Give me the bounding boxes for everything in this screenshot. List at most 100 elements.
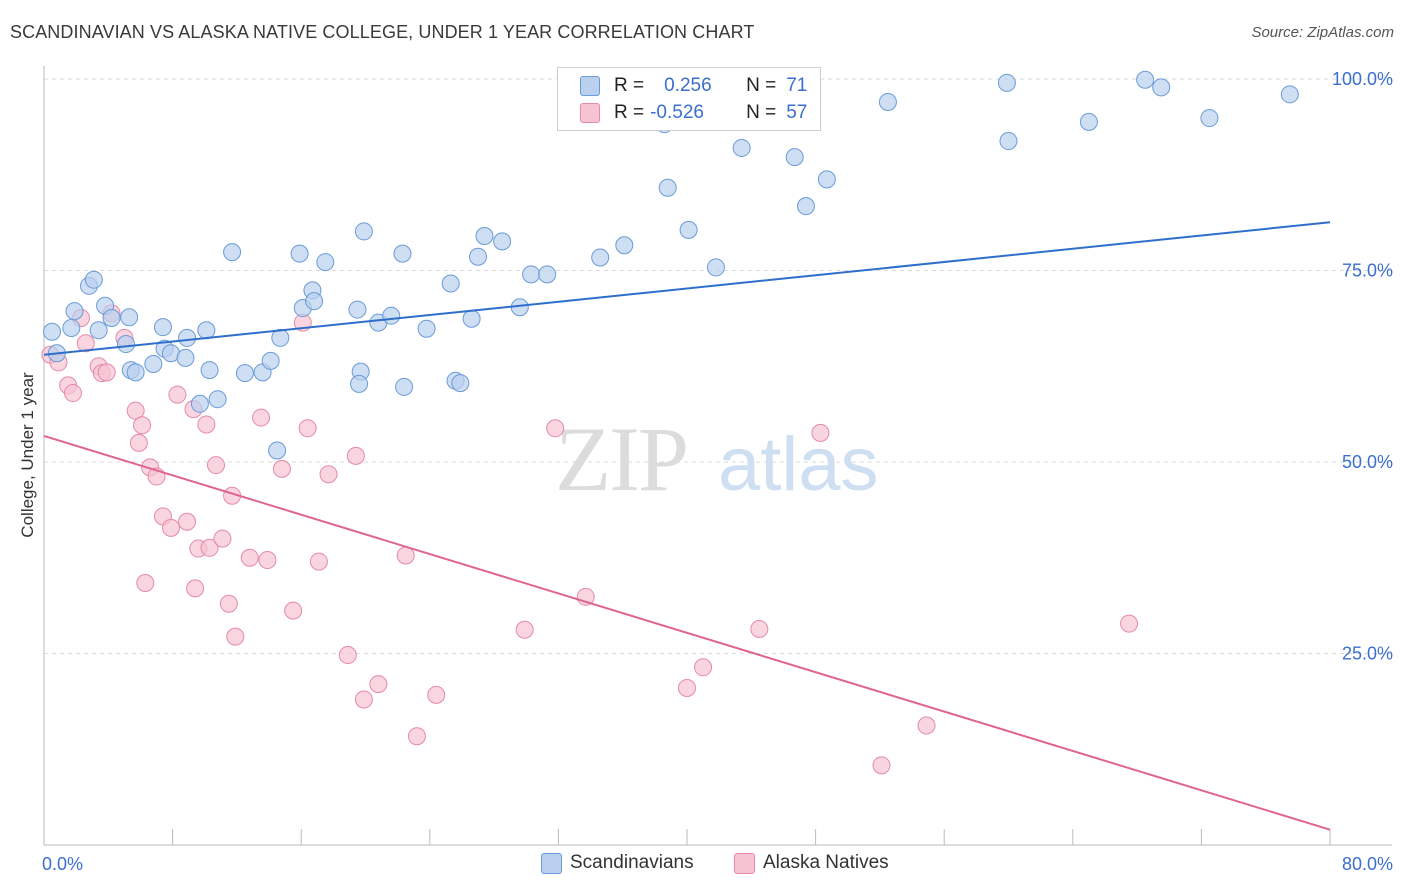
tick-labels: 25.0% 50.0% 75.0% 100.0% 0.0% 80.0% [42, 69, 1393, 874]
y-tick-label: 100.0% [1332, 69, 1393, 89]
data-point [126, 363, 145, 382]
data-point [176, 348, 195, 367]
data-point [817, 170, 836, 189]
data-point [178, 328, 197, 347]
data-point [89, 321, 108, 340]
data-point [65, 302, 84, 321]
legend-r-label: R = [614, 102, 645, 123]
trend-line [43, 434, 1331, 831]
data-point [546, 419, 565, 438]
data-point [272, 459, 291, 478]
data-point [219, 594, 238, 613]
data-point [678, 678, 696, 697]
x-tick-label: 0.0% [42, 854, 83, 874]
data-point [522, 265, 541, 284]
data-point [223, 243, 242, 262]
data-point [197, 321, 216, 340]
zipatlas-watermark: ZIP atlas [555, 408, 879, 510]
axes [43, 66, 1392, 846]
watermark-atlas: atlas [718, 422, 879, 507]
legend-label-scandinavians: Scandinavians [570, 852, 694, 873]
y-tick-label: 25.0% [1342, 644, 1393, 664]
data-point [116, 335, 135, 354]
data-point [1079, 112, 1098, 131]
legend-r-value: -0.526 [650, 102, 704, 123]
data-point [133, 416, 152, 435]
legend-swatch-blue [541, 852, 562, 874]
data-point [382, 306, 401, 325]
data-point [120, 308, 139, 327]
data-point [136, 574, 155, 593]
alaska-natives-points [41, 304, 1139, 775]
data-point [144, 354, 163, 373]
data-point [354, 690, 373, 709]
data-point [305, 292, 324, 311]
y-tick-label: 75.0% [1342, 261, 1393, 281]
data-point [226, 627, 245, 646]
data-point [252, 408, 271, 427]
data-point [451, 374, 470, 393]
data-point [290, 244, 309, 263]
legend-r-value: 0.256 [664, 75, 712, 96]
data-point [427, 685, 446, 704]
data-point [190, 394, 209, 413]
data-point [785, 148, 804, 167]
data-point [316, 253, 335, 272]
data-point [235, 364, 254, 383]
chart-title: SCANDINAVIAN VS ALASKA NATIVE COLLEGE, U… [10, 22, 755, 42]
data-point [493, 232, 512, 251]
data-point [207, 456, 226, 475]
legend-n-label: N = [746, 102, 777, 123]
data-point [338, 646, 357, 665]
data-point [62, 318, 81, 337]
data-point [102, 308, 121, 327]
data-point [1152, 78, 1171, 97]
legend-n-value: 71 [786, 75, 808, 96]
data-point [240, 548, 259, 567]
legend-row-scandinavians: R = 0.256 N = 71 [580, 73, 807, 99]
source-label: Source: ZipAtlas.com [1251, 24, 1394, 41]
data-point [76, 334, 95, 353]
data-point [462, 309, 481, 328]
data-point [161, 518, 180, 537]
scandinavians-points [43, 70, 1299, 460]
data-point [1200, 109, 1219, 128]
data-point [168, 385, 187, 404]
legend-n-label: N = [746, 75, 777, 96]
data-point [441, 274, 460, 293]
data-point [750, 619, 769, 638]
legend-swatch-blue [580, 76, 600, 96]
data-point [694, 658, 713, 677]
trend-line [43, 221, 1331, 356]
legend-item-scandinavians: Scandinavians [541, 852, 694, 874]
data-point [1280, 85, 1299, 104]
data-point [348, 300, 367, 319]
data-point [395, 377, 414, 396]
data-point [796, 197, 815, 216]
data-point [732, 138, 751, 157]
data-point [178, 512, 197, 531]
data-point [298, 419, 317, 438]
data-point [284, 601, 303, 620]
data-point [319, 465, 338, 484]
data-point [84, 270, 103, 289]
watermark-zip: ZIP [555, 408, 687, 510]
data-point [258, 551, 277, 570]
data-point [999, 132, 1018, 151]
data-point [878, 92, 897, 111]
data-point [615, 236, 634, 255]
legend-item-alaska-natives: Alaska Natives [734, 852, 889, 874]
data-point [1136, 70, 1155, 89]
data-point [309, 552, 328, 571]
legend-r-label: R = [614, 75, 645, 96]
data-point [350, 374, 369, 393]
data-point [872, 756, 891, 775]
data-point [475, 227, 494, 246]
x-tick-label: 80.0% [1342, 854, 1393, 874]
data-point [1120, 614, 1139, 633]
data-point [997, 73, 1016, 92]
data-point [658, 178, 677, 197]
data-point [129, 433, 148, 452]
data-point [153, 318, 172, 337]
